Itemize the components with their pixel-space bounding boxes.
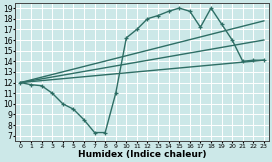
X-axis label: Humidex (Indice chaleur): Humidex (Indice chaleur) — [78, 150, 206, 159]
